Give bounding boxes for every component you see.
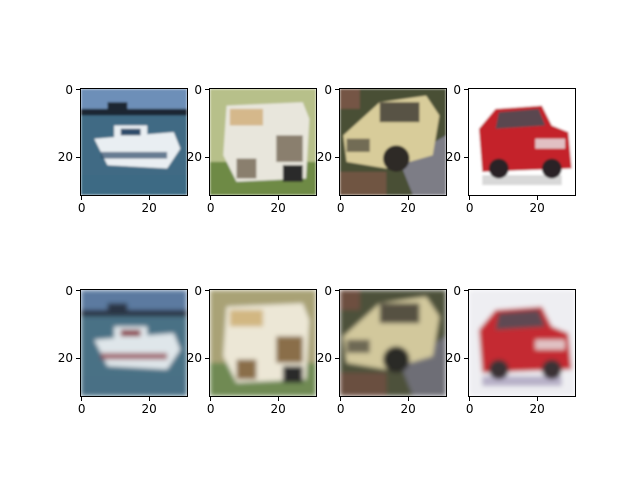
y-tick-label: 20 (187, 352, 202, 364)
image-panel-r2c3: 0 20 0 20 (339, 289, 447, 397)
y-tick-label: 0 (65, 84, 73, 96)
x-tick-label: 20 (530, 202, 545, 214)
car-image (339, 88, 447, 196)
y-tick-label: 20 (187, 151, 202, 163)
car-image (468, 88, 576, 196)
x-tick-mark (278, 397, 279, 401)
x-tick-label: 0 (466, 403, 474, 415)
y-tick-label: 20 (317, 151, 332, 163)
x-tick-mark (210, 397, 211, 401)
x-tick-mark (210, 196, 211, 200)
y-tick-label: 0 (194, 84, 202, 96)
x-tick-label: 0 (207, 202, 215, 214)
x-tick-label: 0 (337, 202, 345, 214)
y-tick-label: 20 (446, 151, 461, 163)
y-tick-label: 0 (453, 285, 461, 297)
x-tick-mark (340, 397, 341, 401)
y-tick-mark (205, 157, 209, 158)
y-tick-mark (335, 290, 339, 291)
x-tick-label: 0 (78, 202, 86, 214)
image-panel-r1c4: 0 20 0 20 (468, 88, 576, 196)
x-tick-label: 20 (142, 403, 157, 415)
x-tick-mark (408, 196, 409, 200)
y-tick-label: 0 (194, 285, 202, 297)
y-tick-mark (464, 358, 468, 359)
y-tick-mark (205, 358, 209, 359)
image-panel-r2c2: 0 20 0 20 (209, 289, 317, 397)
x-tick-mark (81, 397, 82, 401)
x-tick-mark (340, 196, 341, 200)
image-panel-r1c3: 0 20 0 20 (339, 88, 447, 196)
y-tick-mark (464, 157, 468, 158)
x-tick-label: 20 (530, 403, 545, 415)
y-tick-mark (335, 157, 339, 158)
y-tick-label: 0 (65, 285, 73, 297)
y-tick-label: 20 (58, 352, 73, 364)
x-tick-label: 0 (466, 202, 474, 214)
boat-image (80, 88, 188, 196)
car-image (468, 289, 576, 397)
y-tick-label: 20 (317, 352, 332, 364)
y-tick-mark (205, 290, 209, 291)
x-tick-label: 20 (401, 202, 416, 214)
x-tick-label: 20 (401, 403, 416, 415)
x-tick-label: 20 (142, 202, 157, 214)
y-tick-label: 20 (58, 151, 73, 163)
x-tick-label: 0 (207, 403, 215, 415)
x-tick-mark (149, 196, 150, 200)
x-tick-mark (278, 196, 279, 200)
x-tick-label: 0 (337, 403, 345, 415)
image-panel-r1c1: 0 20 0 20 (80, 88, 188, 196)
y-tick-mark (76, 290, 80, 291)
x-tick-mark (537, 196, 538, 200)
y-tick-label: 0 (453, 84, 461, 96)
boat-image (80, 289, 188, 397)
van-image (209, 88, 317, 196)
y-tick-mark (76, 157, 80, 158)
y-tick-label: 0 (324, 84, 332, 96)
x-tick-label: 20 (271, 202, 286, 214)
y-tick-label: 0 (324, 285, 332, 297)
image-panel-r2c1: 0 20 0 20 (80, 289, 188, 397)
x-tick-mark (469, 397, 470, 401)
y-tick-mark (464, 290, 468, 291)
y-tick-mark (335, 358, 339, 359)
x-tick-mark (408, 397, 409, 401)
image-panel-r1c2: 0 20 0 20 (209, 88, 317, 196)
y-tick-mark (464, 89, 468, 90)
car-image (339, 289, 447, 397)
x-tick-label: 0 (78, 403, 86, 415)
x-tick-mark (537, 397, 538, 401)
y-tick-mark (335, 89, 339, 90)
image-panel-r2c4: 0 20 0 20 (468, 289, 576, 397)
x-tick-mark (149, 397, 150, 401)
y-tick-mark (76, 89, 80, 90)
x-tick-mark (469, 196, 470, 200)
y-tick-mark (205, 89, 209, 90)
van-image (209, 289, 317, 397)
y-tick-label: 20 (446, 352, 461, 364)
y-tick-mark (76, 358, 80, 359)
x-tick-label: 20 (271, 403, 286, 415)
x-tick-mark (81, 196, 82, 200)
